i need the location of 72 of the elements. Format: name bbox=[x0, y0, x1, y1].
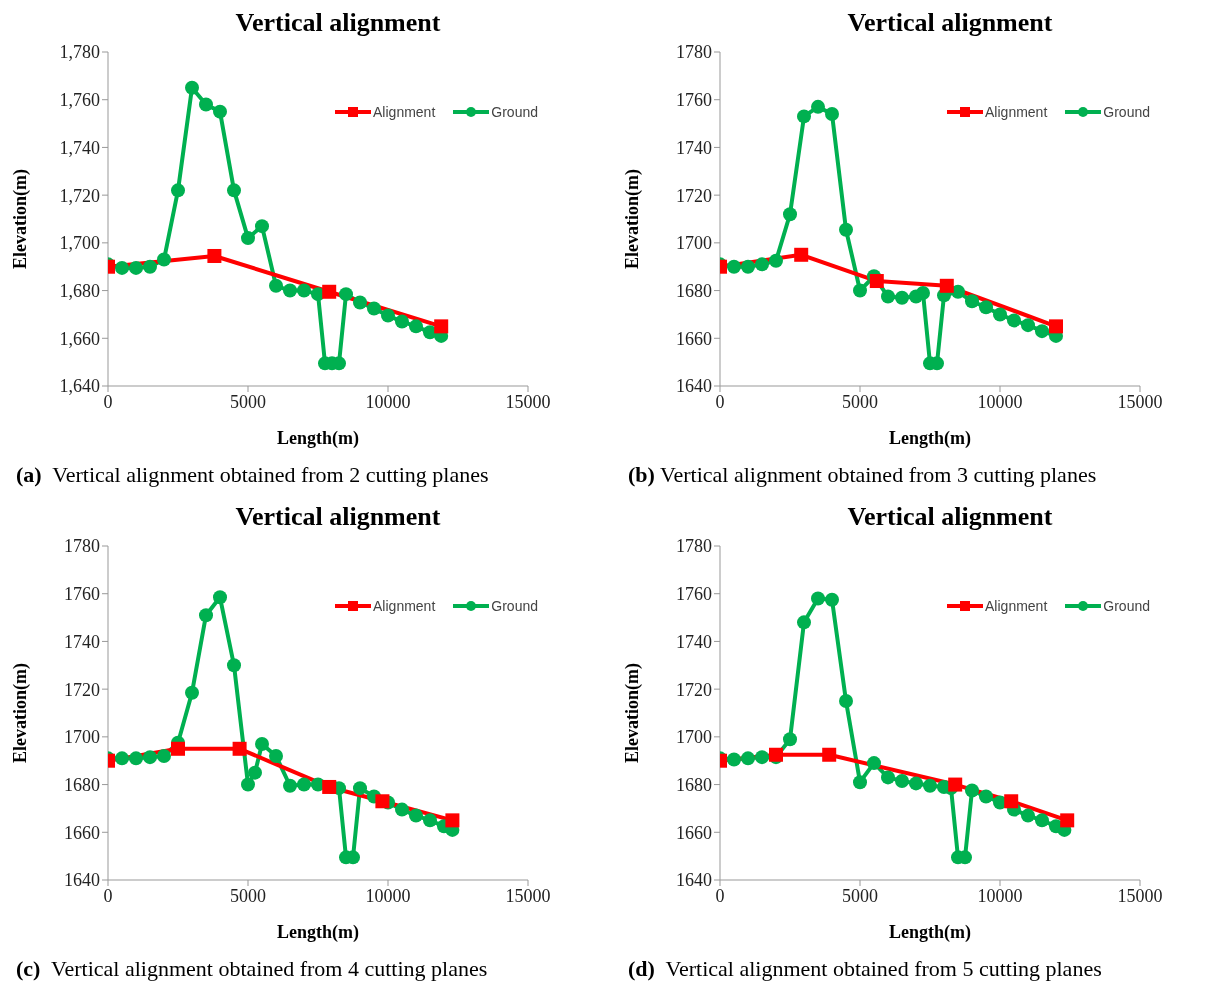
y-tick-label: 1660 bbox=[64, 822, 100, 843]
legend-label: Ground bbox=[1103, 598, 1150, 614]
x-tick-label: 15000 bbox=[1117, 392, 1163, 412]
x-tick-label: 0 bbox=[715, 392, 725, 412]
y-tick-label: 1,740 bbox=[59, 137, 100, 158]
x-tick-label: 0 bbox=[103, 392, 113, 412]
y-tick-label: 1780 bbox=[676, 42, 712, 63]
y-tick-label: 1640 bbox=[64, 870, 100, 891]
x-axis-title: Length(m) bbox=[277, 428, 359, 449]
y-tick-label: 1,660 bbox=[59, 328, 100, 349]
y-tick-label: 1700 bbox=[64, 727, 100, 748]
x-axis-title: Length(m) bbox=[889, 428, 971, 449]
x-tick-label: 0 bbox=[103, 886, 113, 906]
y-tick-label: 1660 bbox=[676, 328, 712, 349]
text: (c) Vertical alignment obtained from 4 cutting planes bbox=[16, 956, 488, 981]
x-tick-label: 5000 bbox=[842, 392, 878, 412]
chart-title: Vertical alignment bbox=[234, 8, 442, 39]
y-axis-title: Elevation(m) bbox=[622, 169, 644, 269]
y-tick-label: 1720 bbox=[676, 679, 712, 700]
legend-label: Alignment bbox=[985, 598, 1048, 614]
y-tick-label: 1,760 bbox=[59, 90, 100, 111]
y-tick-label: 1680 bbox=[64, 774, 100, 795]
y-tick-label: 1700 bbox=[676, 727, 712, 748]
y-tick-label: 1,720 bbox=[59, 185, 100, 206]
x-tick-label: 5000 bbox=[230, 886, 266, 906]
legend-label: Ground bbox=[491, 104, 538, 120]
y-axis-title: Elevation(m) bbox=[10, 663, 32, 763]
y-tick-label: 1680 bbox=[676, 774, 712, 795]
y-tick-label: 1780 bbox=[64, 536, 100, 557]
legend-label: Ground bbox=[1103, 104, 1150, 120]
x-tick-label: 15000 bbox=[505, 886, 551, 906]
y-tick-label: 1760 bbox=[676, 90, 712, 111]
x-axis-title: Length(m) bbox=[889, 922, 971, 943]
x-axis-title: Length(m) bbox=[277, 922, 359, 943]
y-tick-label: 1,680 bbox=[59, 280, 100, 301]
chart-title: Vertical alignment bbox=[846, 502, 1054, 533]
x-tick-label: 5000 bbox=[230, 392, 266, 412]
y-tick-label: 1660 bbox=[676, 822, 712, 843]
y-tick-label: 1,700 bbox=[59, 233, 100, 254]
y-tick-label: 1760 bbox=[64, 584, 100, 605]
y-tick-label: 1,640 bbox=[59, 376, 100, 397]
y-tick-label: 1,780 bbox=[59, 42, 100, 63]
x-tick-label: 15000 bbox=[1117, 886, 1163, 906]
y-tick-label: 1640 bbox=[676, 870, 712, 891]
text: (a) Vertical alignment obtained from 2 cutting planes bbox=[16, 462, 489, 487]
legend-label: Ground bbox=[491, 598, 538, 614]
y-tick-label: 1720 bbox=[64, 679, 100, 700]
text: (b) Vertical alignment obtained from 3 cutting planes bbox=[628, 462, 1097, 487]
chart-title: Vertical alignment bbox=[234, 502, 442, 533]
text: (d) Vertical alignment obtained from 5 cutting planes bbox=[628, 956, 1102, 981]
y-tick-label: 1640 bbox=[676, 376, 712, 397]
y-tick-label: 1740 bbox=[64, 631, 100, 652]
legend-label: Alignment bbox=[373, 104, 436, 120]
y-tick-label: 1700 bbox=[676, 233, 712, 254]
y-tick-label: 1780 bbox=[676, 536, 712, 557]
x-tick-label: 10000 bbox=[365, 886, 411, 906]
x-tick-label: 10000 bbox=[365, 392, 411, 412]
x-tick-label: 10000 bbox=[977, 886, 1023, 906]
y-axis-title: Elevation(m) bbox=[622, 663, 644, 763]
chart-title: Vertical alignment bbox=[846, 8, 1054, 39]
x-tick-label: 10000 bbox=[977, 392, 1023, 412]
x-tick-label: 5000 bbox=[842, 886, 878, 906]
y-tick-label: 1740 bbox=[676, 137, 712, 158]
legend-label: Alignment bbox=[373, 598, 436, 614]
y-tick-label: 1720 bbox=[676, 185, 712, 206]
y-axis-title: Elevation(m) bbox=[10, 169, 32, 269]
x-tick-label: 0 bbox=[715, 886, 725, 906]
y-tick-label: 1680 bbox=[676, 280, 712, 301]
x-tick-label: 15000 bbox=[505, 392, 551, 412]
y-tick-label: 1740 bbox=[676, 631, 712, 652]
legend-label: Alignment bbox=[985, 104, 1048, 120]
y-tick-label: 1760 bbox=[676, 584, 712, 605]
